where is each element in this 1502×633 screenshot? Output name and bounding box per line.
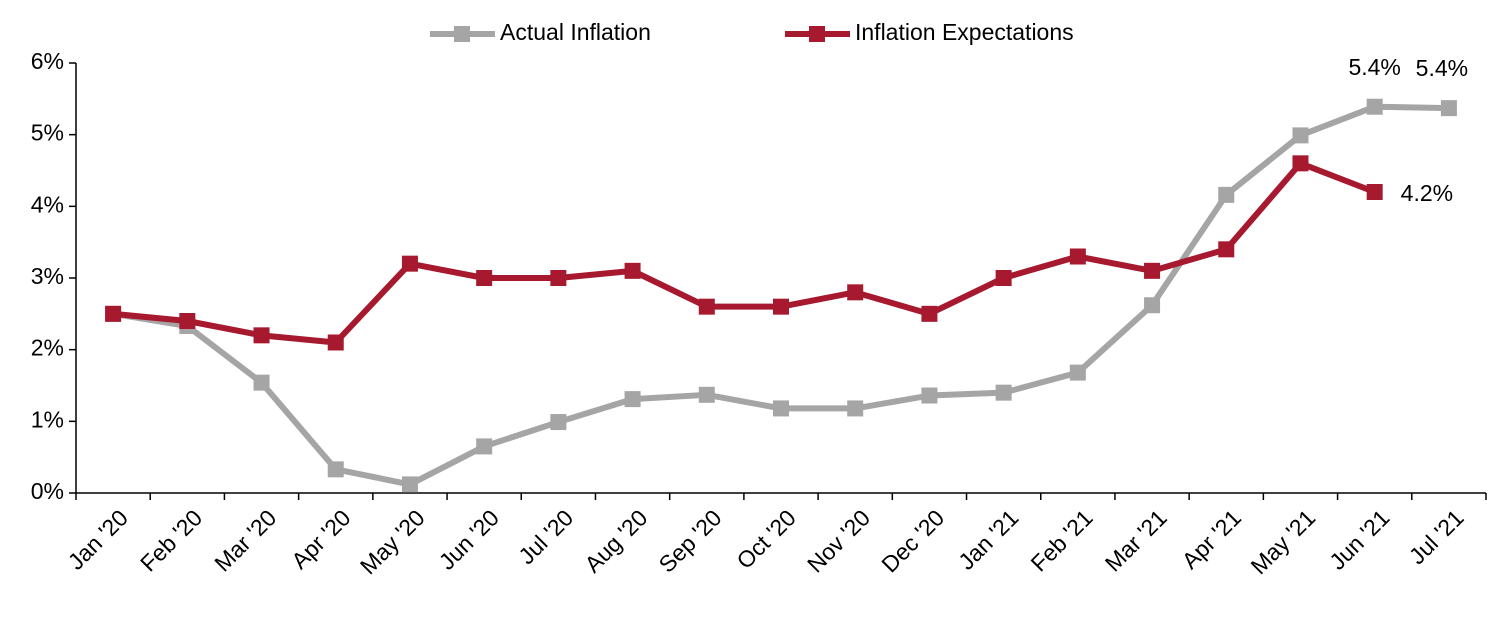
marker bbox=[1069, 364, 1086, 381]
marker bbox=[1292, 127, 1309, 144]
marker bbox=[1292, 155, 1309, 172]
marker bbox=[624, 262, 641, 279]
x-tick-label: Jun '21 bbox=[1324, 504, 1394, 574]
series-line bbox=[112, 160, 1376, 346]
marker bbox=[550, 414, 567, 431]
x-tick-label: Apr '20 bbox=[286, 504, 355, 573]
marker bbox=[401, 255, 418, 272]
marker bbox=[773, 298, 789, 315]
y-tick-label: 2% bbox=[31, 335, 64, 361]
marker bbox=[401, 476, 418, 493]
marker bbox=[476, 270, 493, 286]
data-label: 5.4% bbox=[1348, 54, 1400, 80]
marker bbox=[921, 305, 938, 322]
x-tick-label: Apr '21 bbox=[1177, 504, 1246, 573]
x-tick-label: May '21 bbox=[1245, 504, 1320, 579]
x-tick-label: Jul '21 bbox=[1404, 504, 1469, 569]
y-tick-label: 3% bbox=[31, 263, 64, 289]
marker bbox=[773, 400, 789, 417]
marker bbox=[1069, 248, 1086, 265]
marker bbox=[1218, 241, 1235, 258]
marker bbox=[921, 387, 938, 404]
x-tick-label: Jan '21 bbox=[953, 504, 1023, 574]
marker bbox=[1218, 186, 1235, 203]
data-label: 4.2% bbox=[1401, 180, 1453, 206]
marker bbox=[327, 334, 344, 351]
marker bbox=[253, 374, 270, 391]
legend-label: Actual Inflation bbox=[500, 19, 651, 45]
x-tick-label: Feb '21 bbox=[1026, 504, 1098, 576]
x-tick-label: Jul '20 bbox=[513, 504, 578, 569]
y-tick-label: 6% bbox=[31, 48, 64, 74]
data-label: 5.4% bbox=[1416, 55, 1468, 81]
marker bbox=[698, 386, 715, 403]
marker bbox=[1366, 184, 1383, 200]
marker bbox=[105, 305, 122, 322]
x-tick-label: Sep '20 bbox=[654, 504, 727, 577]
marker bbox=[550, 270, 567, 286]
x-tick-label: Dec '20 bbox=[876, 504, 949, 577]
marker bbox=[253, 327, 270, 344]
marker bbox=[179, 313, 196, 329]
x-tick-label: Jun '20 bbox=[434, 504, 504, 574]
marker bbox=[624, 391, 641, 408]
marker bbox=[995, 384, 1012, 401]
x-tick-label: Jan '20 bbox=[63, 504, 133, 574]
legend-marker bbox=[809, 26, 825, 42]
x-tick-label: Aug '20 bbox=[579, 504, 652, 577]
marker bbox=[1144, 297, 1161, 314]
marker bbox=[698, 298, 715, 315]
x-tick-label: Oct '20 bbox=[731, 504, 800, 573]
x-tick-label: May '20 bbox=[355, 504, 430, 579]
marker bbox=[847, 400, 864, 417]
y-tick-label: 1% bbox=[31, 406, 64, 432]
legend-marker bbox=[454, 26, 470, 42]
y-tick-label: 5% bbox=[31, 120, 64, 146]
marker bbox=[1366, 98, 1383, 115]
series-line bbox=[112, 103, 1449, 488]
marker bbox=[1144, 262, 1161, 279]
y-tick-label: 4% bbox=[31, 191, 64, 217]
marker bbox=[847, 284, 864, 301]
x-tick-label: Mar '21 bbox=[1100, 504, 1172, 576]
y-tick-label: 0% bbox=[31, 478, 64, 504]
marker bbox=[1440, 100, 1457, 117]
x-tick-label: Mar '20 bbox=[209, 504, 281, 576]
x-tick-label: Feb '20 bbox=[135, 504, 207, 576]
x-tick-label: Nov '20 bbox=[802, 504, 875, 577]
marker bbox=[476, 438, 493, 455]
legend-label: Inflation Expectations bbox=[855, 19, 1074, 45]
marker bbox=[995, 270, 1012, 286]
marker bbox=[327, 461, 344, 478]
